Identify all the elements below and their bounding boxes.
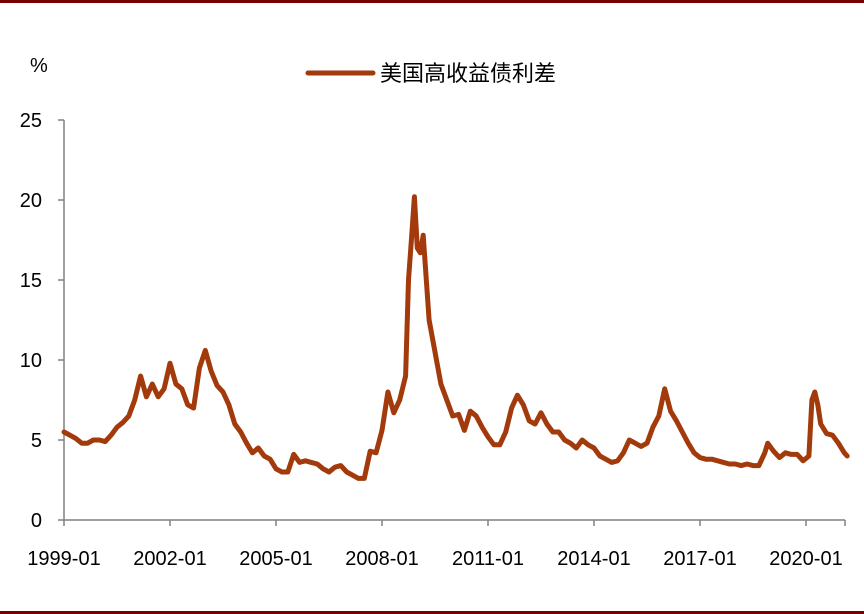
y-axis: 0 5 10 15 20 25 <box>20 110 65 532</box>
legend-label: 美国高收益债利差 <box>380 62 556 87</box>
y-tick-label: 5 <box>31 430 42 452</box>
x-tick-label: 2017-01 <box>663 548 736 570</box>
x-tick-label: 2005-01 <box>239 548 312 570</box>
y-tick-label: 0 <box>31 510 42 532</box>
y-tick-label: 15 <box>20 270 42 292</box>
y-unit-label: % <box>30 55 48 77</box>
x-tick-label: 2014-01 <box>557 548 630 570</box>
x-tick-label: 2002-01 <box>133 548 206 570</box>
series-line <box>61 194 850 481</box>
y-tick-label: 10 <box>20 350 42 372</box>
bottom-border <box>0 611 864 614</box>
y-tick-label: 25 <box>20 110 42 132</box>
x-axis: 1999-01 2002-01 2005-01 2008-01 2011-01 2014-… <box>27 519 846 570</box>
y-tick-label: 20 <box>20 190 42 212</box>
x-tick-label: 1999-01 <box>27 548 100 570</box>
x-tick-label: 2011-01 <box>452 548 524 570</box>
x-tick-label: 2008-01 <box>345 548 418 570</box>
top-border <box>0 0 864 3</box>
legend: 美国高收益债利差 <box>305 62 556 87</box>
x-tick-label: 2020-01 <box>769 548 842 570</box>
